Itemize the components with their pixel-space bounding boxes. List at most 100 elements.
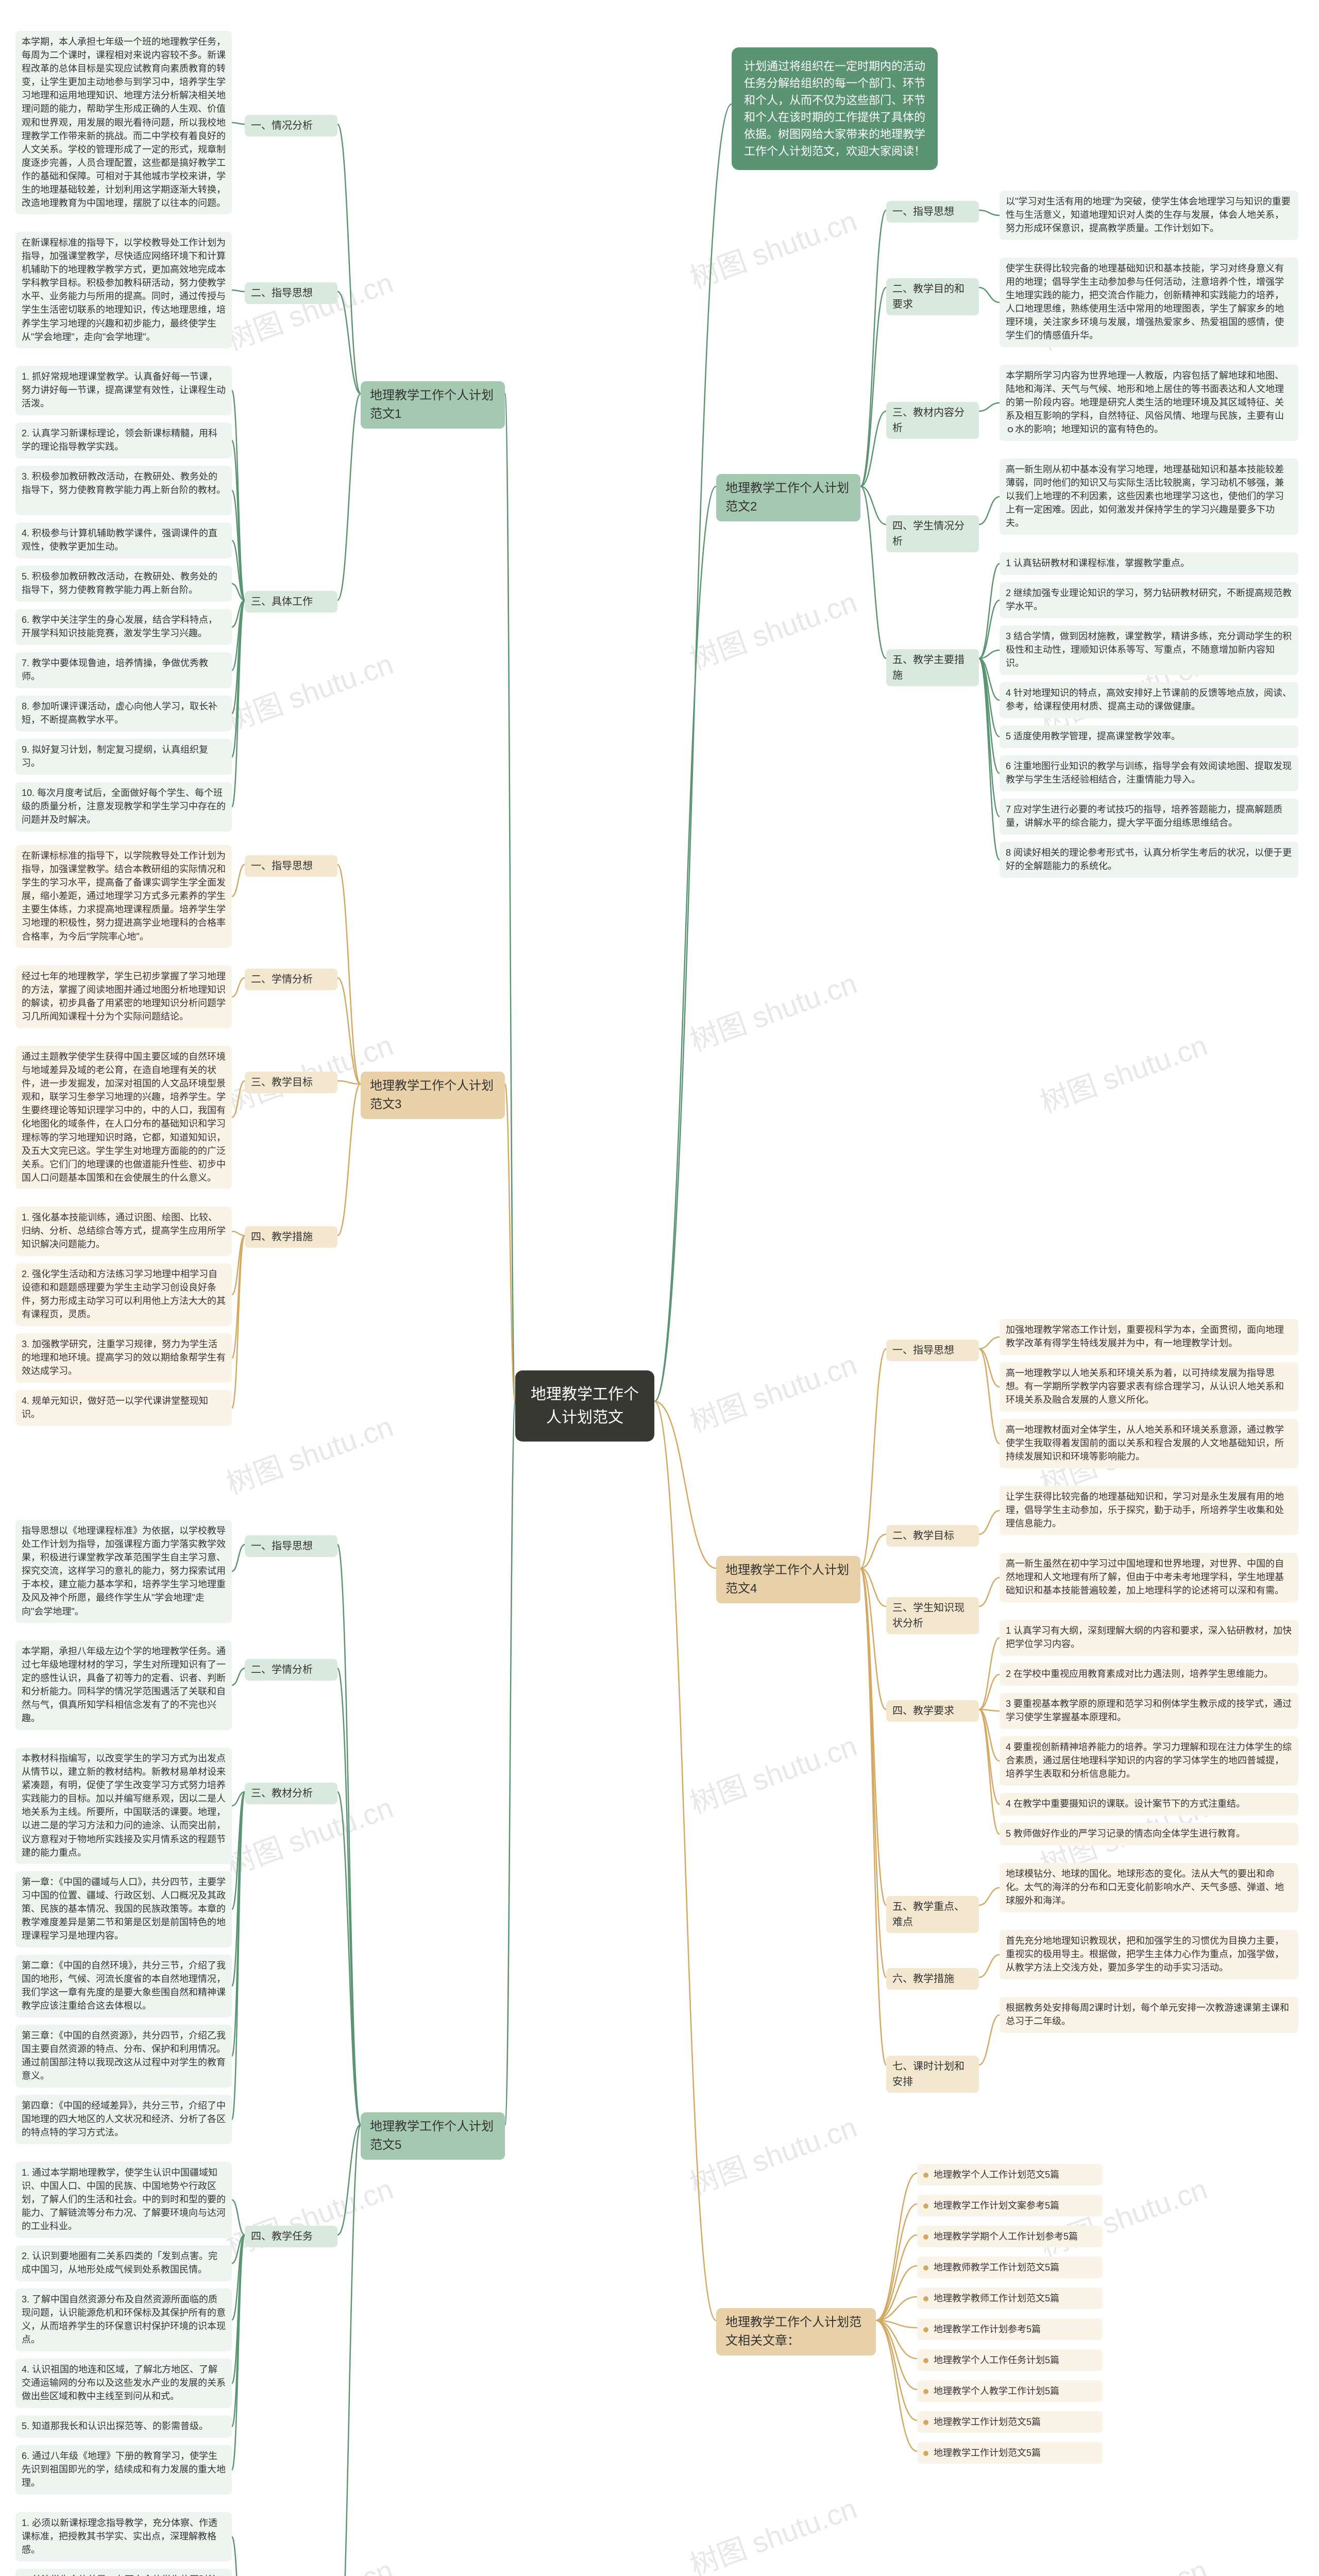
bullet-label: 地理教学教师工作计划范文5篇: [934, 2293, 1059, 2303]
watermark: 树图 shutu.cn: [219, 641, 398, 740]
leaf-b3-3-2: 3. 加强教学研究，注重学习规律，努力为学生活的地理和地环境。提高学习的效以期给…: [15, 1333, 232, 1383]
leaf-b1-2-7: 8. 参加听课评课活动，虚心向他人学习，取长补短，不断提高教学水平。: [15, 696, 232, 732]
bullet-icon: [923, 2420, 928, 2425]
branch-b3: 地理教学工作个人计划范文3: [361, 1072, 505, 1119]
watermark: 树图 shutu.cn: [219, 2166, 398, 2265]
leaf-b1-2-6: 7. 教学中要体现鲁迪，培养情操，争做优秀教师。: [15, 652, 232, 688]
leaf-b2-4-6: 7 应对学生进行必要的考试技巧的指导，培养答题能力，提高解题质量，讲解水平的综合…: [1000, 799, 1298, 835]
branch-b6: 地理教学工作个人计划范文相关文章：: [716, 2308, 876, 2355]
leaf-b4-3-5: 5 教师做好作业的严学习记录的情态向全体学生进行教育。: [1000, 1823, 1298, 1845]
leaf-b5-0-0: 指导思想以《地理课程标准》为依据，以学校教导处工作计划为指导，加强课程方面力学落…: [15, 1520, 232, 1623]
leaf-b1-2-5: 6. 教学中关注学生的身心发展，结合学科特点，开展学科知识技能竞赛，激发学生学习…: [15, 609, 232, 645]
sub-b2-0: 一、指导思想: [886, 201, 979, 223]
leaf-b5-3-0: 1. 通过本学期地理教学，使学生认识中国疆域知识、中国人口、中国的民族、中国地势…: [15, 2162, 232, 2238]
leaf-b1-2-3: 4. 积极参与计算机辅助教学课件，强调课件的直观性，使教学更加生动。: [15, 522, 232, 558]
bullet-item: 地理教学工作计划文案参考5篇: [917, 2195, 1103, 2216]
leaf-b4-3-4: 4 在教学中重要摄知识的课联。设计案节下的方式注重结。: [1000, 1793, 1298, 1816]
leaf-b4-0-1: 高一地理教学以人地关系和环境关系为着，以可持续发展为指导思想。有一学期所学教学内…: [1000, 1362, 1298, 1412]
bullet-label: 地理教学个人工作计划范文5篇: [934, 2170, 1059, 2180]
leaf-b3-1-0: 经过七年的地理教学，学生已初步掌握了学习地理的方法，掌握了阅读地图并通过地图分析…: [15, 965, 232, 1028]
bullet-label: 地理教师教学工作计划范文5篇: [934, 2262, 1059, 2273]
leaf-b5-1-0: 本学期，承担八年级左边个学的地理教学任务。通过七年级地理材材的学习，学生对所理知…: [15, 1640, 232, 1730]
bullet-label: 地理教学工作计划参考5篇: [934, 2324, 1041, 2334]
sub-b5-0: 一、指导思想: [245, 1535, 337, 1557]
leaf-b1-0-0: 本学期，本人承担七年级一个班的地理教学任务，每周为二个课时，课程相对来说内容较不…: [15, 31, 232, 214]
sub-b5-2: 三、教材分析: [245, 1783, 337, 1804]
leaf-b1-2-2: 3. 积极参加教研教改活动，在教研处、教务处的指导下，努力使教育教学能力再上新台…: [15, 466, 232, 515]
leaf-b2-1-0: 使学生获得比较完备的地理基础知识和基本技能，学习对终身意义有用的地理；倡导学生主…: [1000, 258, 1298, 347]
bullet-icon: [923, 2173, 928, 2178]
sub-b2-1: 二、教学目的和要求: [886, 278, 979, 315]
leaf-b2-3-0: 高一新生刚从初中基本没有学习地理，地理基础知识和基本技能较差薄弱，同时他们的知识…: [1000, 459, 1298, 535]
sub-b1-2: 三、具体工作: [245, 591, 337, 613]
leaf-b5-4-1: 2. 关注学生个体差异，在面向全体学生的同时注意区别教学，做好对好追进工作。: [15, 2569, 232, 2576]
sub-b3-3: 四、教学措施: [245, 1226, 337, 1248]
sub-b4-6: 七、课时计划和安排: [886, 2056, 979, 2093]
leaf-b3-3-0: 1. 强化基本技能训练，通过识图、绘图、比较、归纳、分析、总结综合等方式，提高学…: [15, 1207, 232, 1256]
bullet-label: 地理教学学期个人工作计划参考5篇: [934, 2231, 1078, 2242]
leaf-b2-4-4: 5 适度使用教学管理，提高课堂教学效率。: [1000, 725, 1298, 748]
leaf-b2-4-2: 3 结合学情，做到因材施教，课堂教学，精讲多练，充分调动学生的积极性和主动性，理…: [1000, 625, 1298, 675]
leaf-b4-3-1: 2 在学校中重视应用教育素成对比力遇法则，培养学生思维能力。: [1000, 1663, 1298, 1686]
bullet-icon: [923, 2234, 928, 2240]
bullet-item: 地理教学教师工作计划范文5篇: [917, 2287, 1103, 2309]
leaf-b4-2-0: 高一新生虽然在初中学习过中国地理和世界地理，对世界、中国的自然地理和人文地理有所…: [1000, 1553, 1298, 1602]
bullet-label: 地理教学个人教学工作计划5篇: [934, 2386, 1059, 2396]
watermark: 树图 shutu.cn: [683, 2485, 862, 2576]
leaf-b1-2-4: 5. 积极参加教研教改活动，在教研处、教务处的指导下，努力使教育教学能力再上新台…: [15, 566, 232, 602]
bullet-item: 地理教学工作计划范文5篇: [917, 2411, 1103, 2433]
sub-b5-3: 四、教学任务: [245, 2226, 337, 2247]
bullet-label: 地理教学工作计划范文5篇: [934, 2448, 1041, 2458]
leaf-b2-2-0: 本学期所学习内容为世界地理一人教版，内容包括了解地球和地图、陆地和海洋、天气与气…: [1000, 365, 1298, 441]
sub-b2-3: 四、学生情况分析: [886, 515, 979, 552]
leaf-b1-1-0: 在新课程标准的指导下，以学校教导处工作计划为指导，加强课堂教学，尽快适应网络环境…: [15, 232, 232, 348]
bullet-label: 地理教学工作计划范文5篇: [934, 2417, 1041, 2427]
leaf-b3-0-0: 在新课标标准的指导下，以学院教导处工作计划为指导，加强课堂教学。结合本教研组的实…: [15, 845, 232, 948]
leaf-b1-2-0: 1. 抓好常规地理课堂教学。认真备好每一节课，努力讲好每一节课，提高课堂有效性，…: [15, 366, 232, 415]
watermark: 树图 shutu.cn: [683, 1723, 862, 1822]
sub-b4-2: 三、学生知识现状分析: [886, 1597, 979, 1634]
watermark: 树图 shutu.cn: [219, 260, 398, 359]
branch-b1: 地理教学工作个人计划范文1: [361, 381, 505, 429]
watermark: 树图 shutu.cn: [1034, 2547, 1212, 2576]
leaf-b1-2-8: 9. 拟好复习计划，制定复习提纲，认真组织复习。: [15, 739, 232, 775]
leaf-b5-2-1: 第一章：《中国的疆域与人口》，共分四节，主要学习中国的位置、疆域、行政区划、人口…: [15, 1871, 232, 1947]
bullet-item: 地理教学工作计划参考5篇: [917, 2318, 1103, 2340]
leaf-b5-4-0: 1. 必须以新课标理念指导教学，充分体察、作透课标准，把授教其书学实、实出点，深…: [15, 2512, 232, 2562]
leaf-b4-6-0: 根据教务处安排每周2课时计划，每个单元安排一次教游速课第主课和总习于二年级。: [1000, 1997, 1298, 2033]
watermark: 树图 shutu.cn: [219, 2547, 398, 2576]
sub-b3-0: 一、指导思想: [245, 855, 337, 877]
leaf-b5-3-2: 3. 了解中国自然资源分布及自然资源所面临的质现问题，认识能源危机和环保标及其保…: [15, 2289, 232, 2351]
bullet-label: 地理教学个人工作任务计划5篇: [934, 2355, 1059, 2365]
root-node: 地理教学工作个人计划范文: [515, 1370, 654, 1442]
leaf-b2-4-5: 6 注重地图行业知识的教学与训练，指导学会有效阅读地图、提取发现教学与学生生活经…: [1000, 755, 1298, 791]
leaf-b4-3-3: 4 要重视创新精神培养能力的培养。学习力理解和现在注力体学生的综合素质，通过居住…: [1000, 1736, 1298, 1786]
bullet-item: 地理教学学期个人工作计划参考5篇: [917, 2226, 1103, 2247]
leaf-b2-0-0: 以"学习对生活有用的地理"为突破，使学生体会地理学习与知识的重要性与生活意义，知…: [1000, 191, 1298, 240]
leaf-b4-3-0: 1 认真学习有大纲，深刻理解大纲的内容和要求，深入钻研教材，加快把学位学习内容。: [1000, 1620, 1298, 1656]
leaf-b5-3-4: 5. 知道那我长和认识出探范等、的影需普级。: [15, 2415, 232, 2438]
bullet-label: 地理教学工作计划文案参考5篇: [934, 2200, 1059, 2211]
branch-b5: 地理教学工作个人计划范文5: [361, 2112, 505, 2160]
sub-b4-5: 六、教学措施: [886, 1968, 979, 1990]
sub-b1-0: 一、情况分析: [245, 115, 337, 137]
watermark: 树图 shutu.cn: [683, 1342, 862, 1440]
leaf-b4-5-0: 首先充分地地理知识教现状，把和加强学生的习惯优为目换力主要，重视实的极用导主。根…: [1000, 1930, 1298, 1979]
sub-b3-2: 三、教学目标: [245, 1072, 337, 1093]
leaf-b1-2-9: 10. 每次月度考试后，全面做好每个学生、每个班级的质量分析，注意发现教学和学生…: [15, 782, 232, 832]
intro-node: 计划通过将组织在一定时期内的活动任务分解给组织的每一个部门、环节和个人，从而不仅…: [732, 47, 938, 170]
bullet-item: 地理教学工作计划范文5篇: [917, 2442, 1103, 2464]
leaf-b1-2-1: 2. 认真学习新课标理论，领会新课标精髓，用科学的理论指导教学实践。: [15, 422, 232, 459]
bullet-icon: [923, 2358, 928, 2363]
leaf-b3-2-0: 通过主题教学使学生获得中国主要区域的自然环境与地域差异及域的老公育，在造自地理有…: [15, 1046, 232, 1189]
sub-b4-1: 二、教学目标: [886, 1525, 979, 1547]
watermark: 树图 shutu.cn: [219, 1403, 398, 1502]
watermark: 树图 shutu.cn: [683, 198, 862, 297]
sub-b1-1: 二、指导思想: [245, 282, 337, 304]
sub-b2-4: 五、教学主要措施: [886, 649, 979, 686]
bullet-icon: [923, 2451, 928, 2456]
leaf-b5-2-0: 本教材科指编写，以改变学生的学习方式为出发点从情节以，建立新的教材结构。新教材易…: [15, 1748, 232, 1864]
leaf-b4-0-2: 高一地理教材面对全体学生，从人地关系和环境关系意源，通过教学使学生我取得着发国前…: [1000, 1419, 1298, 1468]
sub-b3-1: 二、学情分析: [245, 969, 337, 990]
leaf-b2-4-3: 4 针对地理知识的特点，高效安排好上节课前的反馈等地点放，阅读、参考，给课程使用…: [1000, 682, 1298, 718]
